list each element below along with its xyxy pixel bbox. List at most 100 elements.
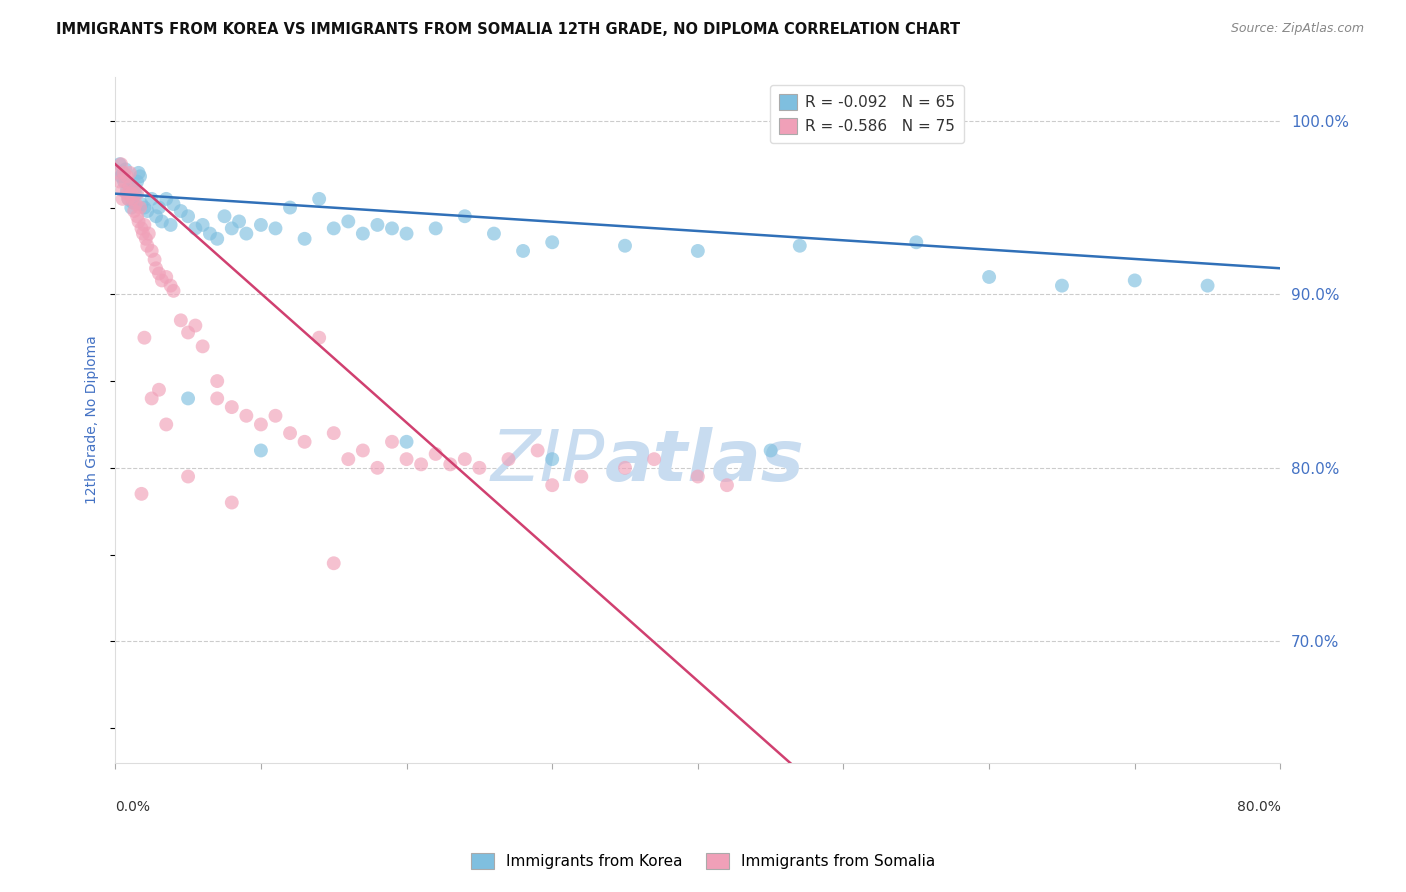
Point — [134, 331, 156, 345]
Point — [122, 183, 145, 197]
Point — [115, 186, 138, 201]
Point — [177, 469, 200, 483]
Point — [124, 197, 146, 211]
Point — [141, 192, 163, 206]
Point — [411, 458, 433, 472]
Point — [905, 235, 928, 250]
Point — [250, 417, 273, 432]
Point — [145, 209, 167, 223]
Point — [115, 183, 138, 197]
Point — [541, 478, 564, 492]
Point — [177, 392, 200, 406]
Point — [155, 270, 177, 285]
Legend: R = -0.092   N = 65, R = -0.586   N = 75: R = -0.092 N = 65, R = -0.586 N = 75 — [769, 85, 965, 143]
Point — [205, 232, 228, 246]
Point — [121, 192, 143, 206]
Point — [614, 238, 637, 252]
Point — [235, 227, 257, 241]
Point — [366, 460, 388, 475]
Point — [482, 227, 505, 241]
Point — [108, 157, 131, 171]
Point — [214, 209, 236, 223]
Point — [177, 209, 200, 223]
Point — [131, 487, 153, 501]
Point — [716, 478, 738, 492]
Point — [541, 452, 564, 467]
Point — [118, 179, 141, 194]
Point — [155, 192, 177, 206]
Text: 0.0%: 0.0% — [115, 800, 150, 814]
Point — [221, 495, 243, 509]
Point — [110, 169, 132, 184]
Point — [148, 201, 170, 215]
Point — [111, 166, 134, 180]
Point — [191, 339, 214, 353]
Point — [322, 556, 344, 570]
Text: 80.0%: 80.0% — [1236, 800, 1281, 814]
Point — [228, 214, 250, 228]
Point — [155, 417, 177, 432]
Point — [141, 244, 163, 258]
Point — [145, 261, 167, 276]
Text: Source: ZipAtlas.com: Source: ZipAtlas.com — [1230, 22, 1364, 36]
Point — [184, 221, 207, 235]
Point — [541, 235, 564, 250]
Point — [352, 443, 374, 458]
Point — [191, 218, 214, 232]
Point — [120, 201, 142, 215]
Point — [118, 166, 141, 180]
Legend: Immigrants from Korea, Immigrants from Somalia: Immigrants from Korea, Immigrants from S… — [465, 847, 941, 875]
Point — [131, 197, 153, 211]
Point — [129, 169, 152, 184]
Point — [643, 452, 665, 467]
Point — [177, 326, 200, 340]
Point — [1123, 273, 1146, 287]
Point — [128, 166, 150, 180]
Point — [159, 218, 181, 232]
Point — [117, 192, 139, 206]
Point — [512, 244, 534, 258]
Point — [454, 209, 477, 223]
Point — [112, 175, 135, 189]
Point — [337, 214, 360, 228]
Point — [381, 434, 404, 449]
Point — [134, 201, 156, 215]
Point — [170, 313, 193, 327]
Point — [108, 175, 131, 189]
Point — [322, 426, 344, 441]
Point — [614, 460, 637, 475]
Point — [128, 214, 150, 228]
Point — [198, 227, 221, 241]
Point — [686, 469, 709, 483]
Text: IMMIGRANTS FROM KOREA VS IMMIGRANTS FROM SOMALIA 12TH GRADE, NO DIPLOMA CORRELAT: IMMIGRANTS FROM KOREA VS IMMIGRANTS FROM… — [56, 22, 960, 37]
Point — [425, 221, 447, 235]
Point — [352, 227, 374, 241]
Point — [120, 186, 142, 201]
Point — [366, 218, 388, 232]
Point — [221, 221, 243, 235]
Point — [111, 183, 134, 197]
Point — [205, 392, 228, 406]
Point — [294, 232, 316, 246]
Point — [159, 278, 181, 293]
Point — [686, 244, 709, 258]
Point — [221, 400, 243, 414]
Point — [118, 186, 141, 201]
Point — [759, 443, 782, 458]
Point — [117, 192, 139, 206]
Point — [1197, 278, 1219, 293]
Point — [205, 374, 228, 388]
Y-axis label: 12th Grade, No Diploma: 12th Grade, No Diploma — [86, 335, 100, 505]
Point — [1050, 278, 1073, 293]
Point — [118, 179, 141, 194]
Point — [114, 162, 136, 177]
Point — [322, 221, 344, 235]
Point — [278, 201, 301, 215]
Point — [569, 469, 592, 483]
Point — [250, 443, 273, 458]
Point — [468, 460, 491, 475]
Point — [112, 166, 135, 180]
Point — [107, 166, 129, 180]
Point — [141, 392, 163, 406]
Point — [148, 383, 170, 397]
